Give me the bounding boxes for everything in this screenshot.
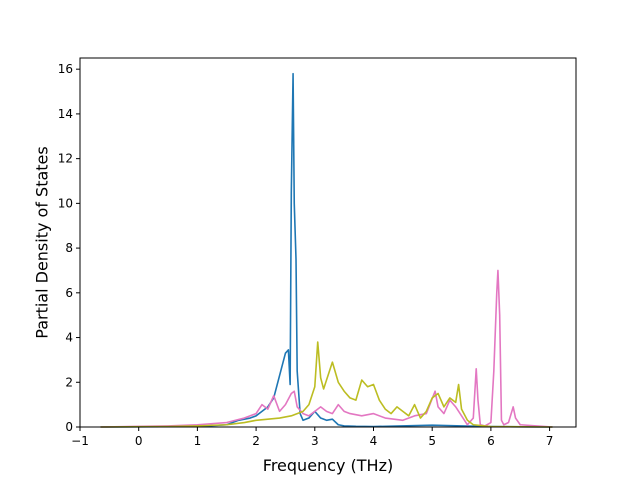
series-line-1 — [100, 72, 553, 428]
x-axis-title: Frequency (THz) — [263, 456, 393, 475]
x-tick-label: 5 — [428, 434, 436, 448]
y-tick-label: 6 — [65, 286, 73, 300]
x-tick-label: 6 — [487, 434, 495, 448]
x-tick-label: −1 — [71, 434, 89, 448]
y-tick-label: 0 — [65, 420, 73, 434]
x-tick-label: 2 — [252, 434, 260, 448]
y-tick-label: 10 — [58, 196, 73, 210]
x-axis-ticks: −1 0 1 2 3 4 5 6 7 — [71, 427, 553, 448]
x-tick-label: 7 — [546, 434, 554, 448]
series-line-2 — [100, 269, 553, 428]
y-tick-label: 2 — [65, 375, 73, 389]
x-tick-label: 4 — [370, 434, 378, 448]
x-tick-label: 3 — [311, 434, 319, 448]
y-tick-label: 4 — [65, 331, 73, 345]
y-tick-label: 16 — [58, 62, 73, 76]
y-axis-ticks: 0 2 4 6 8 10 12 14 16 — [58, 62, 80, 434]
series-line-3 — [100, 341, 553, 428]
series-layer — [100, 72, 553, 428]
x-tick-label: 1 — [194, 434, 202, 448]
axes-frame — [79, 57, 577, 428]
y-axis-title: Partial Density of States — [33, 146, 52, 338]
y-tick-label: 12 — [58, 152, 73, 166]
y-tick-label: 14 — [58, 107, 73, 121]
y-tick-label: 8 — [65, 241, 73, 255]
x-tick-label: 0 — [135, 434, 143, 448]
